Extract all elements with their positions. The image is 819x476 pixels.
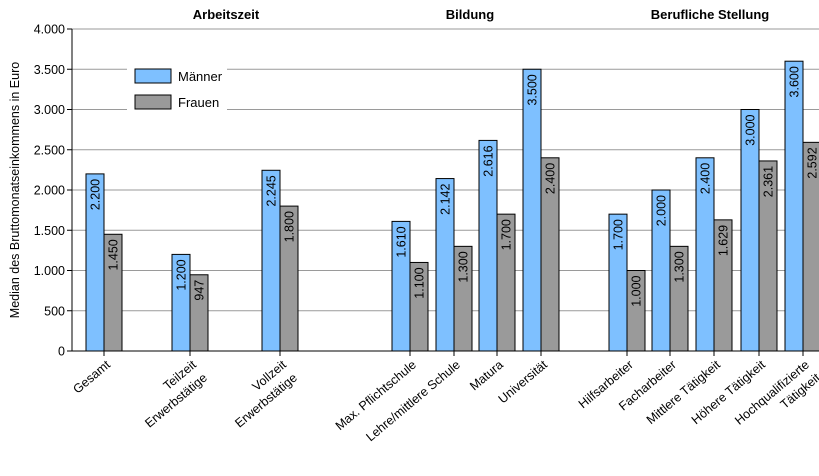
x-category-label-line: Matura (467, 358, 506, 394)
x-category-label-line: Universität (496, 357, 551, 406)
y-tick-label: 500 (44, 304, 65, 318)
bar-value-label: 2.000 (655, 195, 669, 226)
group-heading: Arbeitszeit (193, 7, 260, 22)
y-axis-title: Median des Bruttomonatseinkommens in Eur… (8, 62, 22, 318)
y-tick-label: 2.000 (34, 184, 65, 198)
x-category-label: VollzeitErwerbstätige (221, 357, 300, 430)
y-tick-label: 1.500 (34, 224, 65, 238)
x-category-label: TeilzeitErwerbstätige (131, 357, 210, 430)
x-category-label-line: Max. Pflichtschule (333, 358, 419, 434)
bar-value-label: 2.400 (544, 163, 558, 194)
bar-value-label: 2.400 (699, 163, 713, 194)
legend: Männer Frauen (127, 61, 227, 121)
x-category-label: Gesamt (70, 357, 113, 396)
bar-value-label: 3.500 (526, 74, 540, 105)
y-tick-label: 2.500 (34, 143, 65, 157)
bar-value-label: 2.361 (762, 166, 776, 197)
bar-value-label: 1.000 (630, 275, 644, 306)
y-tick-label: 0 (58, 345, 65, 359)
bar-value-label: 2.245 (265, 175, 279, 206)
group-heading: Berufliche Stellung (651, 7, 770, 22)
x-category-label: Max. Pflichtschule (333, 358, 419, 434)
bar-value-label: 2.142 (439, 184, 453, 215)
x-category-label: Mittlere Tätigkeit (644, 357, 723, 427)
x-category-label-line: Mittlere Tätigkeit (644, 357, 723, 427)
bar-value-label: 3.000 (744, 114, 758, 145)
bar-value-label: 1.629 (717, 225, 731, 256)
legend-swatch (134, 94, 172, 110)
bar-maenner (784, 60, 804, 352)
bar-value-label: 1.200 (175, 259, 189, 290)
bar-value-label: 947 (193, 280, 207, 301)
legend-swatch (134, 68, 172, 84)
bar-value-label: 2.200 (89, 179, 103, 210)
bar-value-label: 3.600 (788, 66, 802, 97)
bar-value-label: 1.610 (395, 226, 409, 257)
axes: 0 500 1.000 1.500 2.000 2.500 3.000 3.500 4.000 (34, 23, 819, 359)
legend-label: Männer (178, 69, 223, 84)
bar-value-label: 2.616 (482, 145, 496, 176)
bar-value-label: 1.800 (283, 211, 297, 242)
y-tick-label: 1.000 (34, 264, 65, 278)
bar-value-label: 1.300 (673, 251, 687, 282)
y-tick-label: 4.000 (34, 23, 65, 37)
y-tick-label: 3.500 (34, 63, 65, 77)
legend-label: Frauen (178, 95, 219, 110)
y-tick-label: 3.000 (34, 103, 65, 117)
bar-value-label: 1.300 (457, 251, 471, 282)
group-heading: Bildung (446, 7, 494, 22)
bar-value-label: 1.700 (500, 219, 514, 250)
bar-value-label: 1.700 (612, 219, 626, 250)
x-category-label: Universität (496, 357, 551, 406)
x-category-label: Matura (467, 358, 506, 394)
bar-value-label: 1.450 (107, 239, 121, 270)
bar-value-label: 1.100 (413, 267, 427, 298)
bar-maenner (522, 68, 542, 352)
x-category-label-line: Gesamt (70, 357, 113, 396)
bar-value-label: 2.592 (806, 147, 819, 178)
